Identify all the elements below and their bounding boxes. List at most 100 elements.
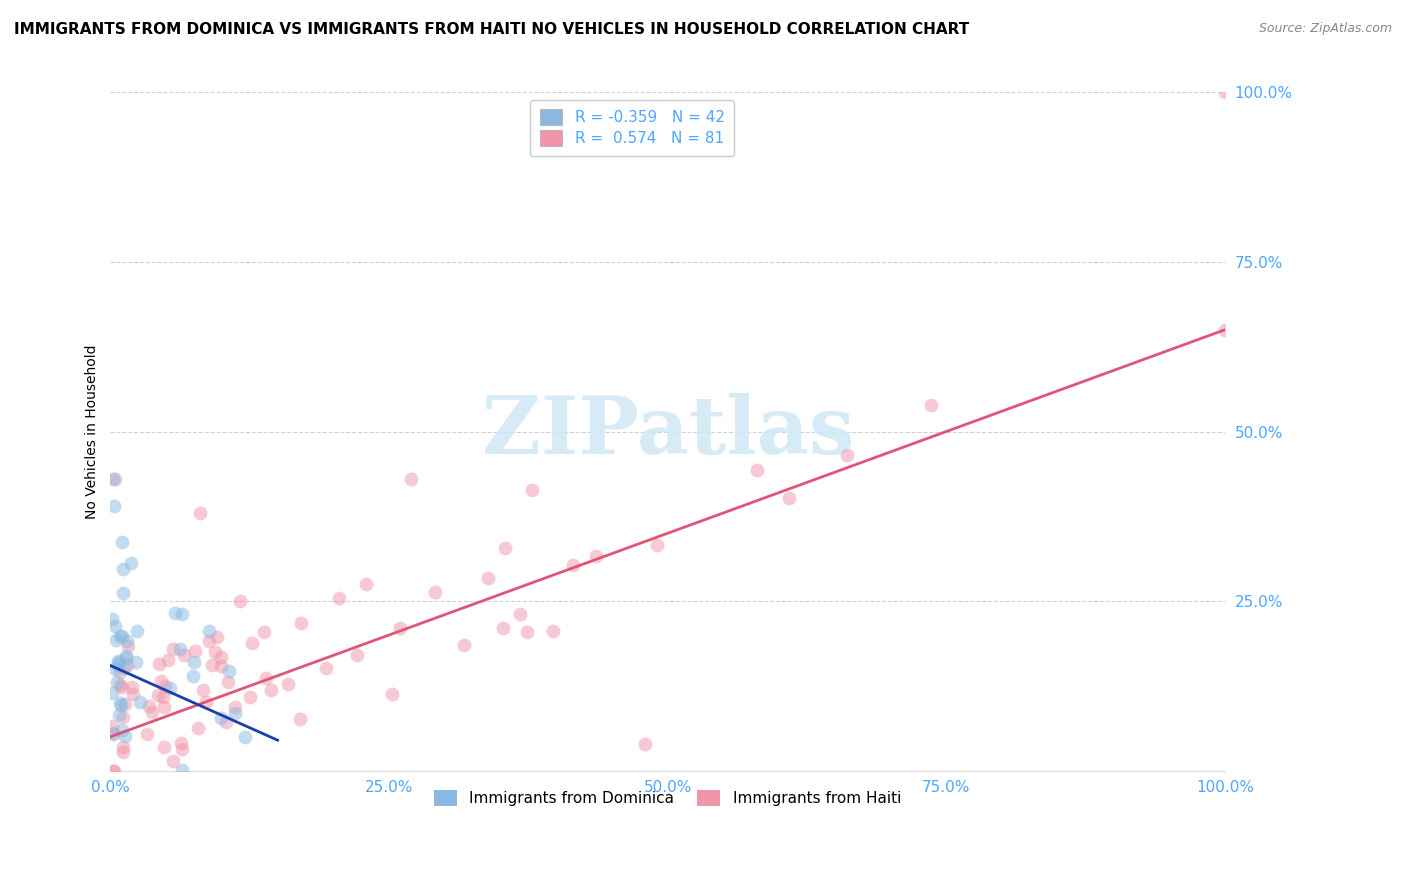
Point <box>193 683 215 698</box>
Point <box>121 680 143 694</box>
Point <box>170 607 193 621</box>
Point <box>169 736 191 750</box>
Point <box>541 624 564 639</box>
Point <box>101 686 124 700</box>
Point <box>108 697 131 711</box>
Point <box>100 719 122 733</box>
Point <box>156 653 179 667</box>
Point <box>491 621 513 635</box>
Point <box>115 649 138 664</box>
Point <box>111 710 134 724</box>
Point <box>120 557 142 571</box>
Point <box>150 673 173 688</box>
Point <box>634 737 657 751</box>
Point <box>509 607 531 621</box>
Point <box>108 655 131 669</box>
Point <box>920 398 942 412</box>
Point <box>112 660 135 674</box>
Point <box>148 688 170 702</box>
Point <box>239 690 262 705</box>
Point <box>107 654 129 668</box>
Point <box>516 625 538 640</box>
Point <box>747 463 769 477</box>
Point <box>253 624 276 639</box>
Point <box>172 763 194 777</box>
Point <box>115 633 138 648</box>
Point <box>111 739 134 754</box>
Point <box>188 506 211 520</box>
Point <box>240 636 263 650</box>
Point <box>778 491 800 506</box>
Point <box>162 641 184 656</box>
Point <box>108 665 131 680</box>
Point <box>103 619 125 633</box>
Point <box>111 585 134 599</box>
Point <box>115 650 138 665</box>
Point <box>1213 323 1236 337</box>
Point <box>453 638 475 652</box>
Point <box>152 690 174 705</box>
Point <box>229 594 252 608</box>
Point <box>125 624 148 638</box>
Point <box>114 730 136 744</box>
Point <box>195 695 218 709</box>
Point <box>104 663 127 677</box>
Point <box>159 681 181 695</box>
Point <box>173 648 195 662</box>
Point <box>111 681 134 695</box>
Point <box>141 705 163 719</box>
Point <box>128 695 150 709</box>
Point <box>111 723 134 737</box>
Point <box>209 711 232 725</box>
Point <box>148 657 170 672</box>
Point <box>214 715 236 730</box>
Point <box>107 657 129 672</box>
Point <box>138 699 160 714</box>
Point <box>117 640 139 654</box>
Point <box>290 616 312 631</box>
Point <box>288 712 311 726</box>
Point <box>205 630 228 644</box>
Y-axis label: No Vehicles in Household: No Vehicles in Household <box>86 344 100 519</box>
Point <box>103 499 125 513</box>
Point <box>169 642 191 657</box>
Point <box>181 669 204 683</box>
Point <box>198 624 221 638</box>
Point <box>1213 86 1236 100</box>
Point <box>104 472 127 486</box>
Point <box>218 665 240 679</box>
Point <box>183 655 205 669</box>
Point <box>162 754 184 768</box>
Point <box>233 730 256 744</box>
Point <box>184 644 207 658</box>
Text: IMMIGRANTS FROM DOMINICA VS IMMIGRANTS FROM HAITI NO VEHICLES IN HOUSEHOLD CORRE: IMMIGRANTS FROM DOMINICA VS IMMIGRANTS F… <box>14 22 969 37</box>
Point <box>172 742 194 756</box>
Point <box>107 674 129 689</box>
Point <box>186 721 208 735</box>
Point <box>152 739 174 754</box>
Point <box>135 727 157 741</box>
Point <box>585 549 607 564</box>
Point <box>423 584 446 599</box>
Point <box>163 606 186 620</box>
Point <box>110 534 132 549</box>
Point <box>101 612 124 626</box>
Point <box>111 562 134 576</box>
Point <box>104 633 127 648</box>
Point <box>522 483 544 498</box>
Point <box>101 472 124 486</box>
Legend: Immigrants from Dominica, Immigrants from Haiti: Immigrants from Dominica, Immigrants fro… <box>426 782 908 814</box>
Point <box>101 727 124 741</box>
Point <box>645 539 668 553</box>
Point <box>111 745 134 759</box>
Point <box>388 621 411 635</box>
Point <box>108 708 131 723</box>
Point <box>315 661 337 675</box>
Text: Source: ZipAtlas.com: Source: ZipAtlas.com <box>1258 22 1392 36</box>
Point <box>224 706 246 720</box>
Point <box>110 629 132 643</box>
Point <box>209 659 232 673</box>
Point <box>198 634 221 648</box>
Point <box>562 558 585 572</box>
Point <box>354 577 377 591</box>
